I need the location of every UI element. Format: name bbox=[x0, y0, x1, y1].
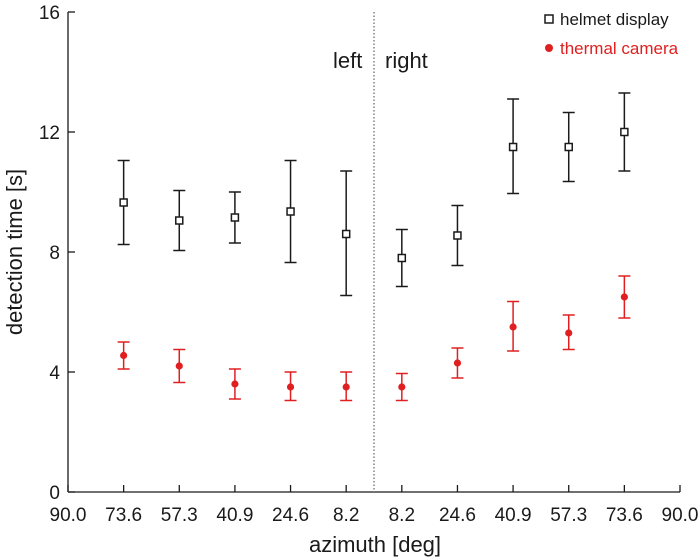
y-axis-title: detection time [s] bbox=[2, 169, 27, 335]
data-point bbox=[508, 142, 518, 152]
legend-label-thermal-camera: thermal camera bbox=[560, 39, 679, 58]
x-tick-label-5: 8.2 bbox=[333, 505, 359, 526]
x-tick-label-0: 90.0 bbox=[50, 505, 87, 526]
legend-marker-thermal-camera bbox=[545, 44, 553, 52]
right-label: right bbox=[385, 48, 428, 73]
y-tick-label-16: 16 bbox=[39, 3, 60, 24]
x-tick-label-6: 8.2 bbox=[389, 505, 415, 526]
data-point bbox=[509, 323, 517, 331]
y-tick-label-12: 12 bbox=[39, 123, 60, 144]
x-tick-label-4: 24.6 bbox=[272, 505, 309, 526]
data-point bbox=[286, 207, 295, 216]
data-point bbox=[341, 229, 351, 239]
data-point bbox=[620, 293, 628, 301]
y-tick-label-8: 8 bbox=[49, 243, 60, 264]
series-thermal-camera bbox=[117, 275, 631, 402]
left-label: left bbox=[333, 48, 362, 73]
x-tick-label-7: 24.6 bbox=[439, 505, 476, 526]
data-point bbox=[175, 362, 183, 370]
y-tick-label-0: 0 bbox=[49, 483, 60, 504]
x-axis-title: azimuth [deg] bbox=[309, 532, 441, 557]
legend-marker-helmet-display bbox=[544, 14, 554, 24]
side-labels: left right bbox=[333, 48, 428, 73]
data-point bbox=[398, 383, 406, 391]
x-tick-label-2: 57.3 bbox=[161, 505, 198, 526]
legend-label-helmet-display: helmet display bbox=[560, 10, 669, 29]
data-point bbox=[397, 253, 407, 263]
data-point bbox=[175, 216, 184, 225]
series-layer bbox=[117, 92, 631, 402]
data-point bbox=[119, 198, 128, 207]
legend: helmet display thermal camera bbox=[544, 10, 679, 58]
axes: 0 4 8 12 16 90.0 73.6 57.3 40.9 24.6 8.2 8.2 24.6 40.… bbox=[39, 3, 699, 526]
data-point bbox=[120, 351, 128, 360]
x-tick-label-11: 90.0 bbox=[662, 505, 699, 526]
x-tick-label-1: 73.6 bbox=[105, 505, 142, 526]
series-helmet-display bbox=[117, 92, 631, 297]
data-point bbox=[231, 380, 239, 388]
data-point bbox=[286, 383, 295, 391]
x-tick-label-3: 40.9 bbox=[216, 505, 253, 526]
x-tick-label-10: 73.6 bbox=[606, 505, 643, 526]
data-point bbox=[230, 213, 240, 222]
x-tick-label-9: 57.3 bbox=[550, 505, 587, 526]
data-point bbox=[453, 359, 462, 367]
data-point bbox=[342, 383, 350, 391]
data-point bbox=[620, 127, 629, 137]
x-tick-label-8: 40.9 bbox=[495, 505, 532, 526]
data-point bbox=[564, 142, 573, 152]
data-point bbox=[453, 231, 462, 240]
data-point bbox=[565, 329, 573, 337]
y-tick-label-4: 4 bbox=[49, 363, 60, 384]
